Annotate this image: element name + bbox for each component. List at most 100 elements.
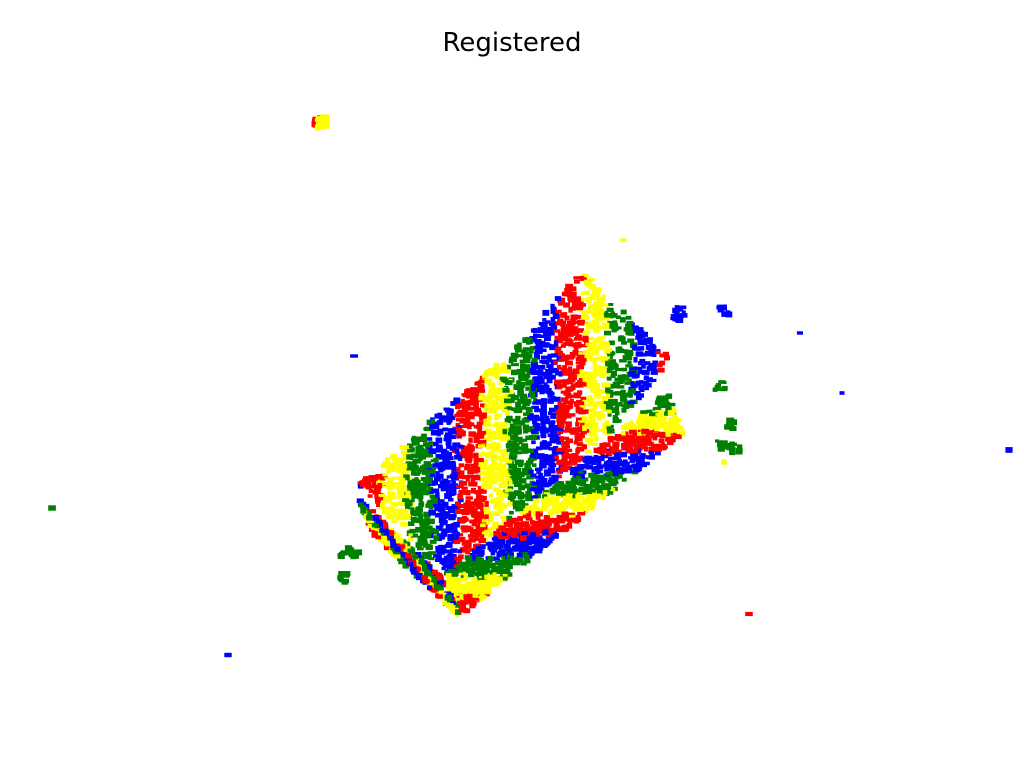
cloud-point xyxy=(493,540,500,545)
cloud-point xyxy=(485,452,494,459)
cloud-point xyxy=(392,453,397,460)
cloud-point xyxy=(483,582,488,587)
cloud-point xyxy=(383,524,389,529)
cloud-point xyxy=(415,526,422,533)
cloud-point xyxy=(555,410,562,415)
cloud-point xyxy=(625,356,633,360)
cloud-point xyxy=(545,329,553,335)
cloud-point xyxy=(556,364,562,370)
cloud-point xyxy=(458,455,463,461)
cloud-point xyxy=(561,320,567,325)
cloud-point xyxy=(544,336,551,341)
cloud-point xyxy=(440,448,448,452)
cloud-point xyxy=(456,556,463,563)
cloud-point xyxy=(422,442,431,447)
cloud-point xyxy=(633,329,638,334)
cloud-point xyxy=(565,499,572,504)
cloud-point xyxy=(493,556,500,561)
cloud-point xyxy=(531,371,537,375)
cloud-point xyxy=(453,509,461,514)
cloud-point xyxy=(571,395,576,399)
cloud-point xyxy=(479,470,487,476)
cloud-point xyxy=(670,420,677,426)
cloud-point xyxy=(554,296,562,301)
cloud-point xyxy=(554,405,561,410)
cloud-point xyxy=(536,416,544,422)
cloud-point xyxy=(454,448,460,454)
cloud-point xyxy=(549,437,555,444)
cloud-point xyxy=(493,581,500,587)
cloud-point xyxy=(537,527,544,534)
cloud-point xyxy=(475,556,483,562)
cloud-point xyxy=(572,460,578,466)
cloud-point xyxy=(577,400,585,406)
cloud-point xyxy=(515,493,523,496)
cloud-point xyxy=(508,559,515,564)
cloud-point xyxy=(646,409,653,413)
cloud-point xyxy=(600,495,606,501)
cloud-point xyxy=(500,561,506,566)
cloud-point xyxy=(590,284,596,288)
cloud-point xyxy=(632,325,639,331)
cloud-point xyxy=(623,376,630,381)
cloud-point xyxy=(451,504,459,510)
cloud-point xyxy=(448,585,455,590)
cloud-point xyxy=(442,558,449,563)
cloud-point xyxy=(651,378,657,382)
cloud-point xyxy=(484,573,490,580)
cloud-point xyxy=(621,404,626,408)
cloud-point xyxy=(439,523,444,528)
cloud-point xyxy=(511,517,518,522)
cloud-point xyxy=(401,493,407,499)
cloud-point xyxy=(356,498,364,503)
cloud-point xyxy=(368,489,373,493)
cloud-point xyxy=(484,369,492,376)
cloud-point xyxy=(591,423,599,430)
cloud-point xyxy=(590,294,596,300)
cloud-point xyxy=(405,495,412,500)
cloud-point xyxy=(458,554,464,560)
cloud-point xyxy=(577,426,583,433)
cloud-point xyxy=(465,539,472,546)
outlier-point xyxy=(725,311,733,318)
cloud-point xyxy=(523,351,530,357)
outlier-point xyxy=(680,313,688,318)
cloud-point xyxy=(556,413,564,418)
cloud-point xyxy=(417,485,422,489)
cloud-point xyxy=(558,358,565,362)
cloud-point xyxy=(457,601,465,607)
cloud-point xyxy=(593,392,601,397)
cloud-point xyxy=(408,537,414,541)
cloud-point xyxy=(649,454,655,460)
cloud-point xyxy=(534,423,541,428)
cloud-point xyxy=(573,440,578,445)
cloud-point xyxy=(472,432,477,437)
cloud-point xyxy=(594,346,600,351)
cloud-point xyxy=(430,425,436,430)
cloud-point xyxy=(593,300,601,307)
cloud-point xyxy=(402,563,409,569)
cloud-point xyxy=(459,593,464,600)
cloud-point xyxy=(507,486,514,490)
cloud-point xyxy=(529,427,535,431)
cloud-point xyxy=(542,309,550,316)
cloud-point xyxy=(664,355,670,361)
cloud-point xyxy=(535,506,540,512)
cloud-point xyxy=(562,495,567,502)
cloud-point xyxy=(366,483,372,490)
cloud-point xyxy=(614,411,620,416)
cloud-point xyxy=(547,528,555,532)
cloud-point xyxy=(447,490,453,497)
cloud-point xyxy=(432,588,438,593)
cloud-point xyxy=(646,419,653,424)
cloud-point xyxy=(528,551,535,556)
outlier-point xyxy=(343,578,349,584)
cloud-point xyxy=(627,400,636,405)
cloud-point xyxy=(398,488,403,492)
cloud-point xyxy=(636,418,643,425)
cloud-point xyxy=(375,528,381,534)
cloud-point xyxy=(618,335,624,340)
cloud-point xyxy=(447,429,453,436)
cloud-point xyxy=(512,444,519,450)
